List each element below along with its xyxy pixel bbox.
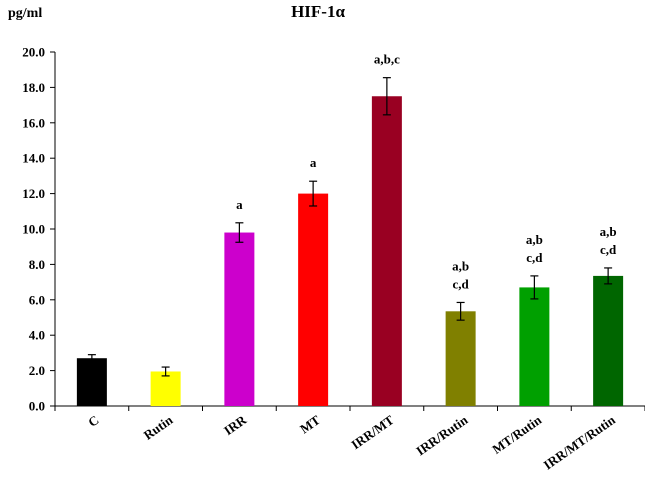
x-category-label: IRR/MT (348, 412, 397, 452)
x-category-label: IRR (221, 412, 250, 438)
significance-label: c,d (600, 242, 617, 257)
y-tick-label: 12.0 (22, 186, 45, 201)
y-tick-label: 8.0 (29, 257, 45, 272)
bar-mt-rutin (519, 287, 550, 406)
significance-label: c,d (526, 250, 543, 265)
x-category-label: IRR/Rutin (413, 412, 471, 459)
significance-label: a (236, 197, 243, 212)
x-axis-labels: C Rutin IRR MT IRR/MT IRR/Rutin MT/RutinIRR/MT… (85, 412, 618, 473)
bar-irr-mt-rutin (593, 275, 624, 406)
y-tick-label: 16.0 (22, 115, 45, 130)
y-axis-unit-label: pg/ml (8, 6, 42, 21)
bar-mt (298, 193, 329, 406)
y-tick-label: 6.0 (29, 292, 45, 307)
y-tick-label: 20.0 (22, 45, 45, 60)
x-category-label: MT (297, 412, 323, 436)
chart-title: HIF-1α (291, 2, 345, 21)
bar-irr-mt (371, 96, 402, 406)
significance-label: a,b (452, 258, 469, 273)
bar-c (76, 358, 107, 406)
x-category-label: MT/Rutin (489, 412, 544, 457)
bars-group: a a a,b,c a,b c,d a,b c,d a,b c,d (76, 52, 624, 406)
significance-label: a,b (600, 224, 617, 239)
y-tick-label: 2.0 (29, 363, 45, 378)
significance-label: a,b,c (374, 52, 400, 67)
bar-irr-rutin (445, 311, 476, 406)
y-tick-label: 14.0 (22, 151, 45, 166)
x-category-label: IRR/MT/Rutin (541, 412, 619, 473)
significance-label: a (310, 155, 317, 170)
significance-label: c,d (453, 276, 470, 291)
bar-irr (224, 232, 255, 406)
bar-rutin (150, 371, 181, 406)
y-tick-label: 18.0 (22, 80, 45, 95)
y-tick-label: 10.0 (22, 222, 45, 237)
y-tick-label: 4.0 (29, 328, 45, 343)
x-category-label: Rutin (141, 412, 176, 443)
significance-label: a,b (526, 232, 543, 247)
y-axis-ticks: 0.0 2.0 4.0 6.0 8.0 10.0 12.0 14.0 16.0 18.0 20.0 (22, 45, 645, 414)
y-tick-label: 0.0 (29, 399, 45, 414)
x-category-label: C (85, 412, 101, 430)
